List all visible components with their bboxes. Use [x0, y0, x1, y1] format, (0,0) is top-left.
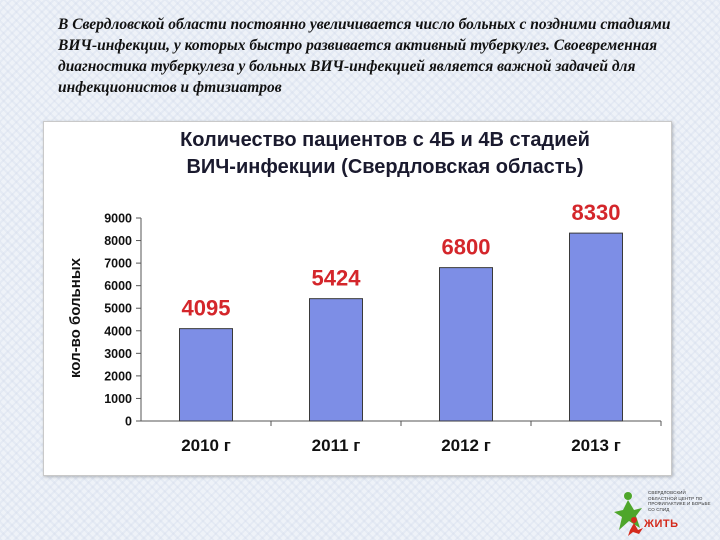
- y-tick-label: 1000: [104, 392, 132, 406]
- bar-chart: Количество пациентов с 4Б и 4В стадией В…: [67, 129, 662, 455]
- y-tick-label: 0: [125, 415, 132, 429]
- star-people-logo-icon: [614, 492, 643, 536]
- bar-2: [309, 298, 363, 422]
- x-tick-label: 2011 г: [312, 436, 361, 455]
- bar-3: [439, 267, 493, 422]
- bar-1: [179, 328, 233, 422]
- data-label: 6800: [442, 235, 491, 260]
- y-tick-label: 8000: [104, 234, 132, 248]
- slide-heading: В Свердловской области постоянно увеличи…: [58, 16, 671, 96]
- y-tick-label: 5000: [104, 302, 132, 316]
- y-axis-label: кол-во больных: [67, 257, 84, 378]
- logo-word: ЖИТЬ: [644, 518, 679, 530]
- y-tick-label: 7000: [104, 257, 132, 271]
- chart-title-line-2: ВИЧ-инфекции (Свердловская область): [186, 156, 583, 178]
- y-tick-label: 3000: [104, 347, 132, 361]
- y-tick-label: 4000: [104, 324, 132, 338]
- y-tick-label: 9000: [104, 212, 132, 226]
- data-label: 5424: [312, 266, 362, 291]
- x-tick-label: 2012 г: [441, 436, 491, 455]
- logo-org-text: Свердловский областной центр по профилак…: [648, 490, 711, 512]
- x-tick-label: 2010 г: [181, 436, 231, 455]
- chart-panel: Количество пациентов с 4Б и 4В стадией В…: [43, 121, 672, 476]
- plot-area: 0 1000 2000 3000 4000 5000 6000 7000 8000 9000 409…: [104, 200, 662, 455]
- data-label: 8330: [572, 200, 621, 225]
- x-tick-label: 2013 г: [571, 436, 621, 455]
- logo: Свердловский областной центр по профилак…: [612, 488, 717, 538]
- y-tick-label: 6000: [104, 279, 132, 293]
- chart-title-line-1: Количество пациентов с 4Б и 4В стадией: [180, 129, 590, 151]
- bar-4: [569, 232, 623, 422]
- y-tick-label: 2000: [104, 369, 132, 383]
- data-label: 4095: [182, 296, 231, 321]
